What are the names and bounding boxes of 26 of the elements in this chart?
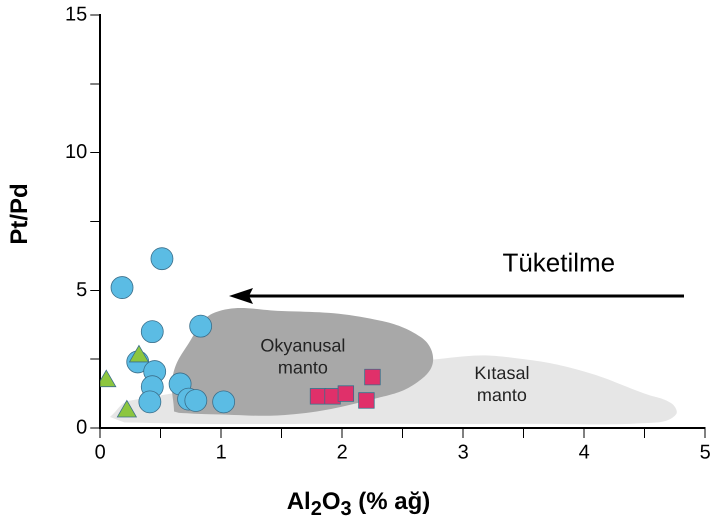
x-tick-label: 1 — [216, 442, 227, 464]
point — [189, 314, 212, 338]
point — [364, 368, 381, 386]
point — [140, 320, 164, 344]
series-label: Kıtasal manto — [474, 363, 530, 406]
y-tick-label: 10 — [64, 141, 88, 164]
point — [138, 390, 162, 414]
y-tick-label: 0 — [76, 416, 88, 439]
y-axis-title: Pt/Pd — [6, 182, 34, 247]
x-tick-label: 3 — [458, 442, 469, 464]
x-tick-label: 0 — [94, 442, 106, 464]
y-tick-label: 5 — [76, 278, 88, 301]
point — [150, 247, 174, 270]
x-axis-title: Al$_{2}$O$_{3}$ (% ağ) — [286, 488, 432, 521]
x-tick-label: 2 — [336, 442, 348, 464]
point — [358, 392, 375, 409]
y-tick-label: 15 — [64, 4, 88, 26]
x-tick-label: 4 — [578, 442, 590, 464]
point — [338, 385, 354, 402]
point — [212, 390, 236, 414]
x-tick-label: 5 — [700, 442, 711, 464]
series-label: Okyanusal manto — [260, 336, 346, 378]
point — [310, 388, 326, 405]
point — [184, 389, 208, 412]
point — [110, 276, 134, 299]
annotation: Tüketilme — [502, 247, 616, 278]
